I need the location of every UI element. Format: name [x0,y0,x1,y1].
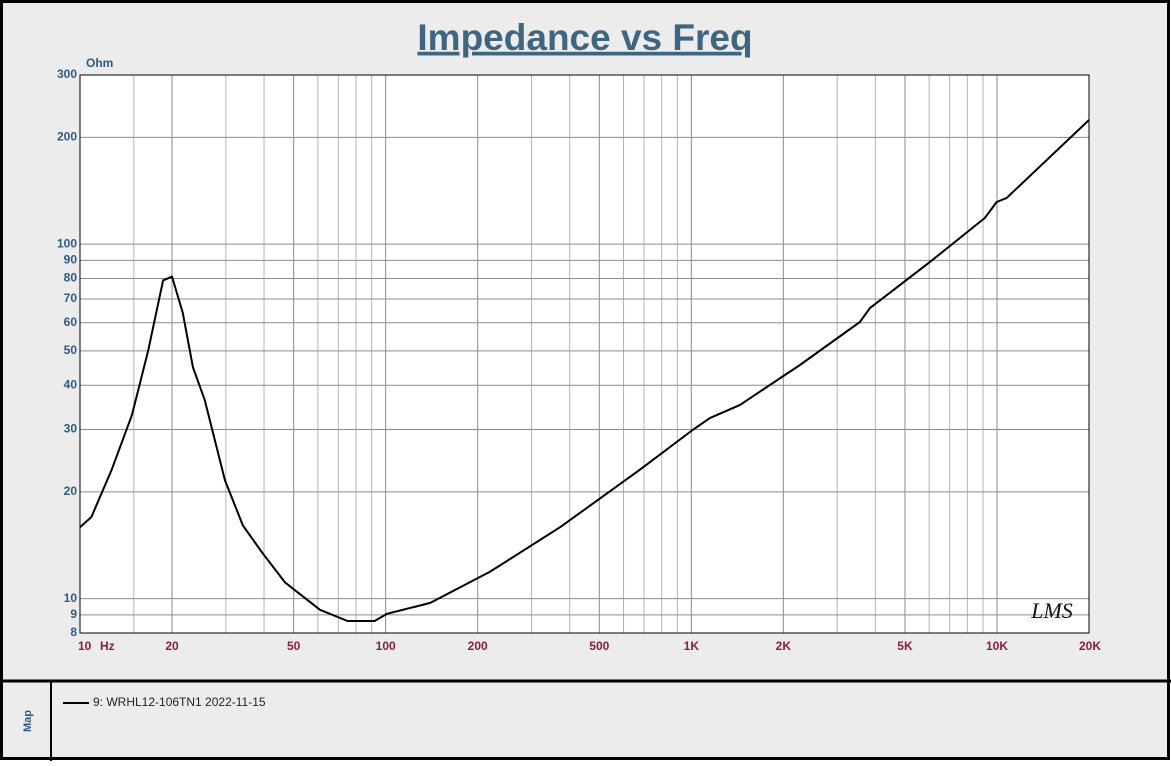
x-tick-label: 10K [986,639,1008,653]
x-tick-label: 5K [897,639,913,653]
y-tick-label: 10 [64,591,78,605]
y-tick-label: 40 [64,377,78,391]
side-label: Map [22,710,34,732]
legend-label: 9: WRHL12-106TN1 2022-11-15 [93,695,266,709]
x-tick-label: 20 [165,639,179,653]
x-tick-label: 2K [776,639,792,653]
y-tick-label: 90 [64,253,78,267]
x-tick-label: 200 [468,639,488,653]
y-tick-label: 100 [57,236,77,250]
x-unit: Hz [100,639,115,653]
x-tick-label: 10 [78,639,92,653]
y-tick-label: 200 [57,130,77,144]
x-tick-label: 50 [287,639,301,653]
watermark: LMS [1030,598,1073,623]
y-tick-label: 8 [70,625,77,639]
y-tick-label: 80 [64,271,78,285]
x-tick-label: 100 [376,639,396,653]
x-tick-label: 1K [684,639,700,653]
chart-title: Impedance vs Freq [417,17,752,58]
plot-border [79,74,1090,634]
y-tick-label: 30 [64,422,78,436]
plot-area [79,74,1090,634]
y-tick-label: 70 [64,291,78,305]
impedance-curve [79,119,1090,622]
y-unit: Ohm [86,56,113,70]
y-tick-label: 300 [57,67,77,81]
y-tick-label: 50 [64,343,78,357]
x-tick-label: 500 [589,639,609,653]
x-tick-label: 20K [1079,639,1101,653]
y-tick-label: 20 [64,484,78,498]
y-tick-label: 9 [70,607,77,621]
y-tick-label: 60 [64,315,78,329]
